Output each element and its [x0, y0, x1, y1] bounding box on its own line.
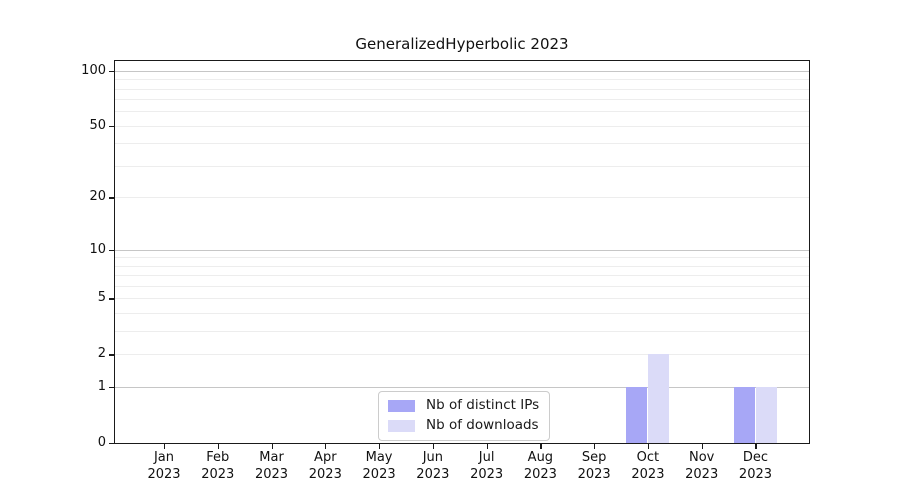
legend-swatch-distinct-ips-icon — [388, 399, 415, 412]
gridline-minor — [115, 111, 809, 113]
x-tick-mark — [432, 444, 435, 449]
legend-item-distinct-ips: Nb of distinct IPs — [388, 398, 539, 413]
x-tick-mark — [647, 444, 650, 449]
gridline-minor — [115, 197, 809, 199]
gridline-minor — [115, 99, 809, 101]
gridline-major — [115, 70, 809, 72]
chart-title: GeneralizedHyperbolic 2023 — [355, 35, 569, 53]
gridline-minor — [115, 354, 809, 356]
gridline-minor — [115, 125, 809, 127]
gridline-minor — [115, 79, 809, 81]
gridline-minor — [115, 286, 809, 288]
plot-area — [109, 60, 810, 449]
gridline-minor — [115, 257, 809, 259]
gridline-major — [115, 249, 809, 251]
y-tick-mark — [109, 387, 114, 389]
gridline-major — [115, 387, 809, 389]
y-axis: 0 1 2 5 10 20 50 100 — [0, 61, 106, 450]
bar-downloads — [648, 354, 670, 443]
x-tick-label: Jun 2023 — [416, 450, 450, 482]
x-tick-mark — [540, 444, 542, 449]
x-tick-mark — [486, 444, 488, 449]
y-tick-mark — [109, 70, 114, 72]
x-tick-label: Nov 2023 — [685, 450, 719, 482]
y-tick-label: 50 — [89, 117, 106, 133]
x-tick-mark — [164, 444, 166, 449]
y-tick-label: 20 — [89, 189, 106, 205]
x-tick-mark — [217, 444, 219, 449]
x-tick-label: Sep 2023 — [577, 450, 611, 482]
y-tick-label: 10 — [89, 241, 106, 257]
gridline-minor — [115, 88, 809, 90]
gridline-minor — [115, 265, 809, 267]
y-tick-mark — [109, 249, 114, 251]
gridline-minor — [115, 331, 809, 333]
x-tick-mark — [325, 444, 327, 449]
y-tick-label: 5 — [97, 290, 106, 306]
legend-label-distinct-ips: Nb of distinct IPs — [426, 397, 540, 413]
x-tick-label: May 2023 — [362, 450, 396, 482]
gridline-minor — [115, 143, 809, 145]
gridline-minor — [115, 275, 809, 277]
x-tick-label: Dec 2023 — [738, 450, 773, 482]
legend-item-downloads: Nb of downloads — [388, 418, 539, 433]
gridline-minor — [115, 298, 809, 300]
y-tick-label: 2 — [97, 346, 106, 362]
gridline-minor — [115, 313, 809, 315]
legend-swatch-downloads-icon — [388, 419, 415, 432]
y-tick-label: 0 — [97, 435, 106, 450]
gridline-minor — [115, 166, 809, 168]
x-tick-mark — [379, 444, 381, 449]
x-tick-mark — [755, 444, 757, 449]
x-tick-label: Jul 2023 — [470, 450, 504, 482]
y-tick-mark — [109, 125, 114, 128]
y-tick-mark — [109, 197, 114, 199]
x-axis: Jan 2023 Feb 2023 Mar 2023 Apr 2023 May 2023… — [115, 449, 809, 489]
x-tick-label: Feb 2023 — [201, 450, 235, 482]
x-tick-mark — [271, 444, 273, 449]
x-tick-label: Mar 2023 — [254, 450, 289, 482]
x-tick-mark — [594, 444, 596, 449]
bar-distinct-ips — [733, 387, 755, 443]
bar-distinct-ips — [626, 387, 648, 443]
legend: Nb of distinct IPs Nb of downloads — [378, 391, 551, 441]
legend-label-downloads: Nb of downloads — [426, 417, 539, 433]
y-tick-label: 100 — [81, 62, 106, 78]
y-tick-label: 1 — [97, 379, 106, 395]
x-tick-label: Jan 2023 — [147, 450, 181, 482]
y-tick-mark — [109, 354, 114, 356]
y-tick-mark — [109, 298, 114, 300]
x-tick-label: Aug 2023 — [523, 450, 557, 482]
y-tick-mark — [109, 443, 114, 445]
x-tick-mark — [701, 444, 703, 449]
x-tick-label: Oct 2023 — [631, 450, 665, 482]
bar-downloads — [755, 387, 777, 443]
x-tick-label: Apr 2023 — [308, 450, 342, 482]
